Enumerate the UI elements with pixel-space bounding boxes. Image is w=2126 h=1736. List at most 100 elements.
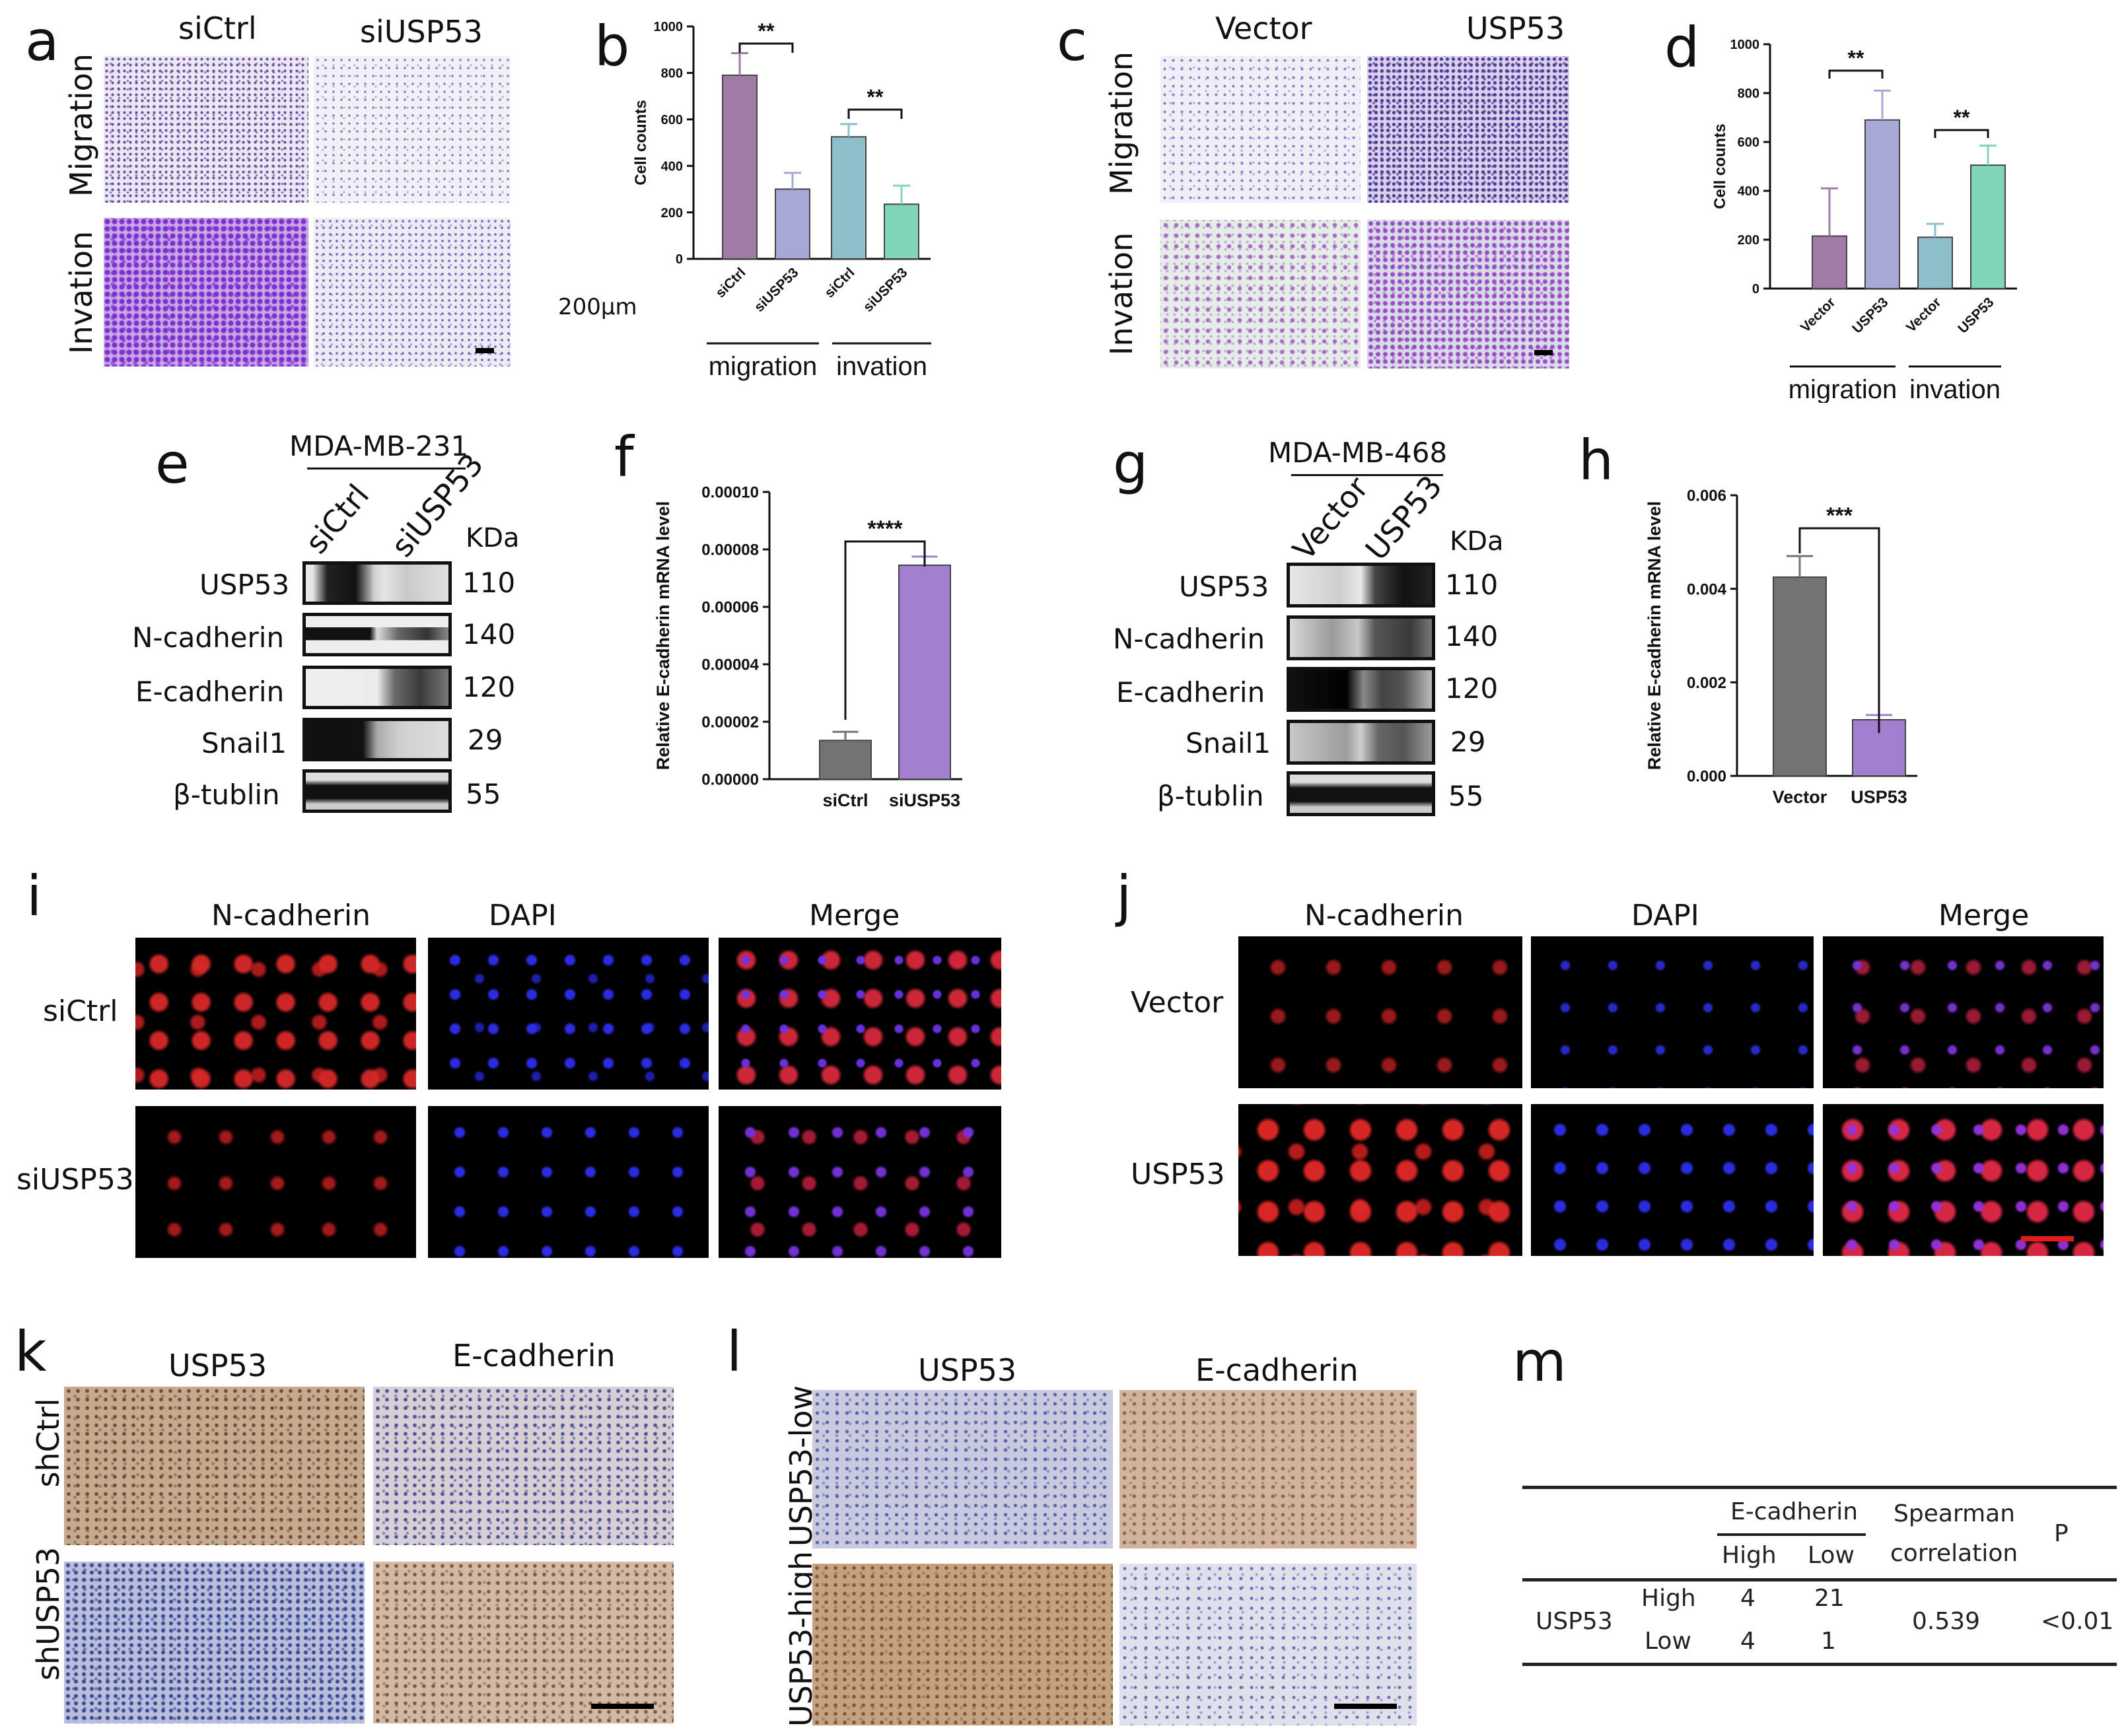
e-row-label-1: USP53 xyxy=(199,569,290,601)
y-tick-label: 0.00004 xyxy=(701,656,759,674)
if-i-sictrl-ncadherin xyxy=(135,938,416,1090)
g-row-label-2: N-cadherin xyxy=(1113,623,1265,655)
l-col-label-2: E-cadherin xyxy=(1195,1352,1359,1388)
group-label: migration xyxy=(1789,375,1897,403)
j-col-label-2: DAPI xyxy=(1631,899,1699,932)
blot-e-ecadherin xyxy=(302,666,452,709)
m-cell-21: 4 xyxy=(1740,1628,1755,1655)
panel-letter-c: c xyxy=(1057,9,1088,73)
m-row1-label: High xyxy=(1641,1585,1696,1612)
significance-bracket xyxy=(847,108,903,119)
l-col-label-1: USP53 xyxy=(918,1352,1017,1388)
j-row-label-2: USP53 xyxy=(1131,1158,1225,1191)
blot-e-tubulin xyxy=(302,769,452,813)
m-spearman-1: Spearman xyxy=(1894,1500,2016,1527)
bar xyxy=(831,136,867,260)
if-j-usp53-merge xyxy=(1823,1104,2104,1256)
x-tick-label: siUSP53 xyxy=(752,265,802,315)
k-row-label-1: shCtrl xyxy=(30,1398,66,1488)
micrograph-a-siusp53-migration xyxy=(314,56,511,203)
panel-letter-j: j xyxy=(1116,864,1132,928)
g-kda-5: 55 xyxy=(1448,780,1484,812)
m-row-label: USP53 xyxy=(1536,1608,1613,1635)
panel-letter-e: e xyxy=(155,431,190,496)
c-row-label-1: Migration xyxy=(1104,52,1139,195)
y-tick-label: 0.00006 xyxy=(701,599,759,617)
blot-e-ncadherin xyxy=(302,613,452,656)
y-tick-label: 0.004 xyxy=(1687,580,1727,598)
if-i-siusp53-merge xyxy=(719,1106,1001,1258)
bar xyxy=(884,203,919,260)
j-col-label-3: Merge xyxy=(1938,899,2030,932)
blot-e-usp53 xyxy=(302,561,452,605)
y-tick-label: 0 xyxy=(1752,282,1759,296)
micrograph-a-siusp53-invasion xyxy=(314,218,511,366)
micrograph-a-sictrl-invasion xyxy=(104,218,308,366)
x-tick-label: USP53 xyxy=(1955,295,1997,336)
ihc-l-high-usp53 xyxy=(812,1564,1113,1725)
y-tick-label: 0.00008 xyxy=(701,541,759,559)
c-row-label-2: Invation xyxy=(1104,232,1139,356)
e-row-label-4: Snail1 xyxy=(201,727,287,759)
y-tick-label: 400 xyxy=(661,159,683,174)
i-col-label-2: DAPI xyxy=(489,899,557,932)
panel-letter-g: g xyxy=(1113,431,1149,496)
m-row2-label: Low xyxy=(1645,1628,1691,1655)
y-tick-label: 800 xyxy=(661,67,683,81)
g-line xyxy=(1291,474,1443,476)
significance-label: ** xyxy=(1954,106,1970,129)
m-cell-11: 4 xyxy=(1740,1585,1755,1612)
g-row-label-5: β-tublin xyxy=(1157,780,1264,812)
micrograph-c-usp53-migration xyxy=(1367,56,1569,203)
scale-bar-a xyxy=(476,348,494,353)
i-row-label-1: siCtrl xyxy=(43,994,118,1028)
m-header-high: High xyxy=(1722,1542,1777,1569)
x-tick-label: USP53 xyxy=(1851,787,1907,807)
i-row-label-2: siUSP53 xyxy=(17,1163,134,1197)
c-col-label-1: Vector xyxy=(1215,11,1312,46)
x-tick-label: siCtrl xyxy=(713,265,748,300)
panel-letter-h: h xyxy=(1578,428,1614,493)
y-tick-label: 200 xyxy=(1738,233,1759,248)
j-row-label-1: Vector xyxy=(1131,986,1224,1020)
bar xyxy=(775,188,810,260)
e-kda-4: 29 xyxy=(468,724,503,756)
g-row-label-4: Snail1 xyxy=(1186,727,1271,759)
micrograph-a-sictrl-migration xyxy=(104,56,308,203)
y-tick-label: 600 xyxy=(661,113,683,127)
significance-label: ** xyxy=(1848,46,1864,70)
table-m-mid-rule xyxy=(1522,1578,2117,1581)
e-kda-3: 120 xyxy=(462,671,516,703)
g-lane-1: Vector xyxy=(1285,469,1376,567)
g-kda-4: 29 xyxy=(1450,726,1486,758)
a-col-label-2: siUSP53 xyxy=(360,14,483,50)
group-label: invation xyxy=(1909,375,2001,403)
scale-text: 200μm xyxy=(558,294,637,320)
c-col-label-2: USP53 xyxy=(1466,11,1565,46)
i-col-label-1: N-cadherin xyxy=(211,899,371,932)
a-row-label-1: Migration xyxy=(63,53,99,197)
x-tick-label: Vector xyxy=(1903,295,1944,335)
y-tick-label: 1000 xyxy=(1730,38,1760,52)
k-row-label-2: shUSP53 xyxy=(30,1546,66,1681)
bar xyxy=(1812,235,1847,290)
panel-letter-l: l xyxy=(726,1319,742,1384)
if-i-sictrl-dapi xyxy=(428,938,709,1090)
ihc-k-shusp53-usp53 xyxy=(64,1562,365,1723)
m-p-header: P xyxy=(2054,1520,2069,1547)
y-tick-label: 400 xyxy=(1738,184,1759,199)
significance-label: ** xyxy=(867,85,884,109)
y-axis-label: Cell counts xyxy=(632,100,650,185)
k-col-label-1: USP53 xyxy=(168,1348,267,1383)
x-tick-label: Vector xyxy=(1798,295,1839,335)
e-lane-1: siCtrl xyxy=(298,477,376,561)
significance-bracket xyxy=(1828,69,1884,79)
chart-h: 0.000 0.002 0.004 0.006 Relative E-cadherin … xyxy=(1645,487,1917,807)
bar xyxy=(1864,119,1900,289)
micrograph-c-vector-invasion xyxy=(1160,220,1361,368)
e-kda-5: 55 xyxy=(466,778,501,810)
group-label: invation xyxy=(836,352,927,381)
x-tick-label: siUSP53 xyxy=(861,265,911,315)
